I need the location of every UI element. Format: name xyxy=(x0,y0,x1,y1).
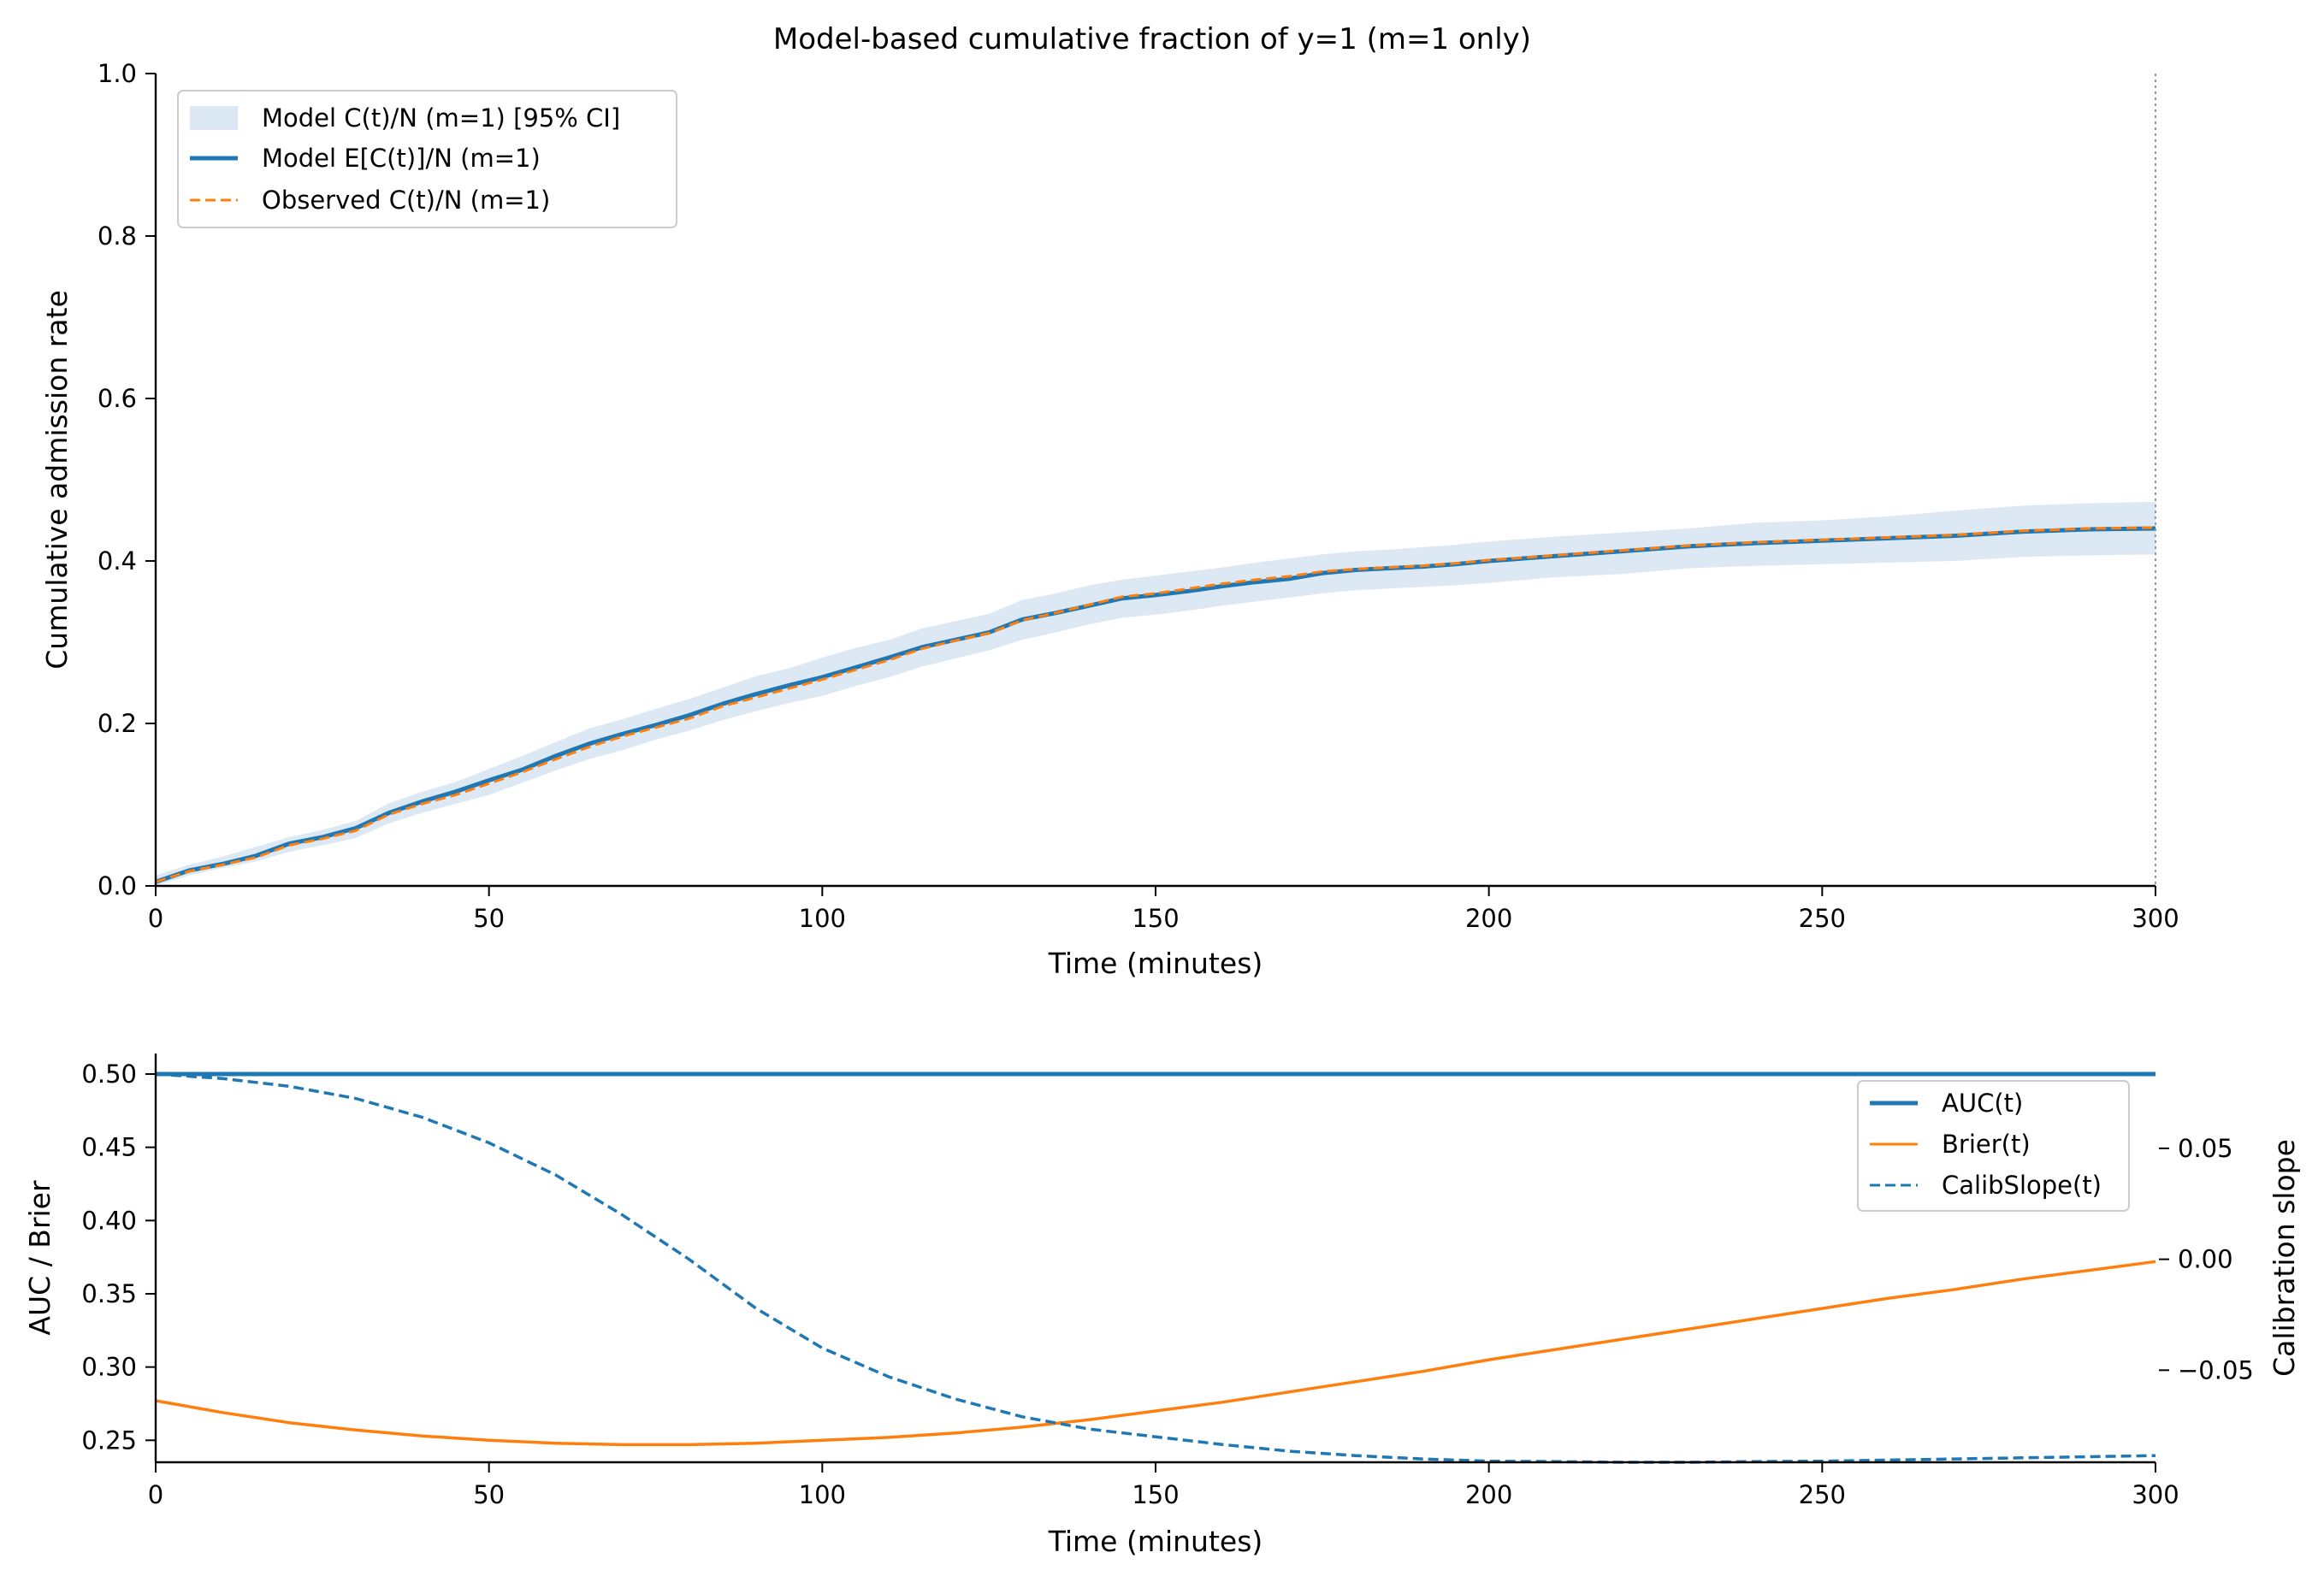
bottom-right-y-tick-label: −0.05 xyxy=(2178,1355,2254,1384)
bottom-y-tick-label: 0.35 xyxy=(81,1279,137,1308)
top-y-tick-label: 0.8 xyxy=(98,221,137,251)
bottom-x-tick-label: 250 xyxy=(1799,1480,1846,1509)
top-x-tick-label: 300 xyxy=(2132,904,2179,933)
top-chart: 0 50 100 150 200 250 300 0.0 0.2 0.4 0.6 0.8 1.0 Ti… xyxy=(40,59,2179,980)
bottom-x-tick-label: 150 xyxy=(1132,1480,1179,1509)
bottom-x-axis-title: Time (minutes) xyxy=(1048,1525,1263,1558)
top-y-tick-label: 0.6 xyxy=(98,384,137,413)
bottom-legend-frame xyxy=(1857,1080,2130,1212)
bottom-plot-area xyxy=(155,1071,2156,1464)
legend-label-model-mean: Model E[C(t)]/N (m=1) xyxy=(262,144,541,173)
top-y-tick-label: 0.4 xyxy=(98,546,137,576)
top-y-tick-label: 1.0 xyxy=(98,59,137,88)
bottom-x-tick-label: 0 xyxy=(148,1480,163,1509)
top-y-tick-label: 0.0 xyxy=(98,871,137,900)
top-x-ticks: 0 50 100 150 200 250 300 xyxy=(148,886,2179,933)
top-x-tick-label: 250 xyxy=(1799,904,1846,933)
bottom-right-y-tick-label: 0.05 xyxy=(2178,1134,2233,1163)
bottom-y-tick-label: 0.40 xyxy=(81,1206,137,1235)
bottom-right-y-tick-label: 0.00 xyxy=(2178,1245,2233,1274)
top-y-tick-label: 0.2 xyxy=(98,709,137,738)
calibslope-line xyxy=(155,1072,2156,1464)
bottom-x-tick-label: 50 xyxy=(473,1480,505,1509)
ci-band xyxy=(156,501,2155,886)
legend-swatch-ci-band xyxy=(190,106,238,130)
bottom-right-y-axis-title: Calibration slope xyxy=(2268,1139,2301,1377)
legend-label-observed: Observed C(t)/N (m=1) xyxy=(262,186,550,215)
bottom-x-ticks: 0 50 100 150 200 250 300 xyxy=(148,1462,2179,1509)
bottom-right-y-ticks: −0.05 0.00 0.05 xyxy=(2159,1134,2254,1384)
bottom-y-ticks: 0.25 0.30 0.35 0.40 0.45 0.50 xyxy=(81,1060,156,1455)
legend-label-ci-band: Model C(t)/N (m=1) [95% CI] xyxy=(262,103,620,133)
bottom-y-tick-label: 0.45 xyxy=(81,1133,137,1162)
legend-label-calibslope: CalibSlope(t) xyxy=(1942,1171,2102,1200)
top-x-tick-label: 150 xyxy=(1132,904,1179,933)
bottom-x-tick-label: 200 xyxy=(1465,1480,1512,1509)
observed-line xyxy=(155,526,2156,883)
top-x-tick-label: 0 xyxy=(148,904,163,933)
bottom-y-axis-title: AUC / Brier xyxy=(23,1180,56,1336)
top-y-ticks: 0.0 0.2 0.4 0.6 0.8 1.0 xyxy=(98,59,156,900)
top-legend-frame xyxy=(177,90,677,228)
bottom-chart: 0 50 100 150 200 250 300 0.250.300.350.400.450… xyxy=(23,1054,2301,1558)
bottom-legend: AUC(t) Brier(t) CalibSlope(t) xyxy=(1857,1080,2130,1212)
bottom-y-tick-label: 0.25 xyxy=(81,1425,137,1455)
top-x-tick-label: 200 xyxy=(1465,904,1512,933)
top-x-axis-title: Time (minutes) xyxy=(1048,947,1263,980)
top-legend: Model C(t)/N (m=1) [95% CI] Model E[C(t)… xyxy=(177,90,677,228)
top-chart-title: Model-based cumulative fraction of y=1 (… xyxy=(773,22,1531,56)
top-plot-area xyxy=(155,74,2156,886)
top-y-axis-title: Cumulative admission rate xyxy=(40,290,74,670)
legend-label-auc: AUC(t) xyxy=(1942,1089,2023,1118)
legend-label-brier: Brier(t) xyxy=(1942,1130,2031,1159)
bottom-y-tick-label: 0.30 xyxy=(81,1353,137,1382)
top-x-tick-label: 50 xyxy=(473,904,505,933)
bottom-x-tick-label: 100 xyxy=(799,1480,846,1509)
brier-line xyxy=(155,1260,2156,1447)
bottom-y-tick-label: 0.50 xyxy=(81,1060,137,1089)
top-x-tick-label: 100 xyxy=(799,904,846,933)
bottom-x-tick-label: 300 xyxy=(2132,1480,2179,1509)
